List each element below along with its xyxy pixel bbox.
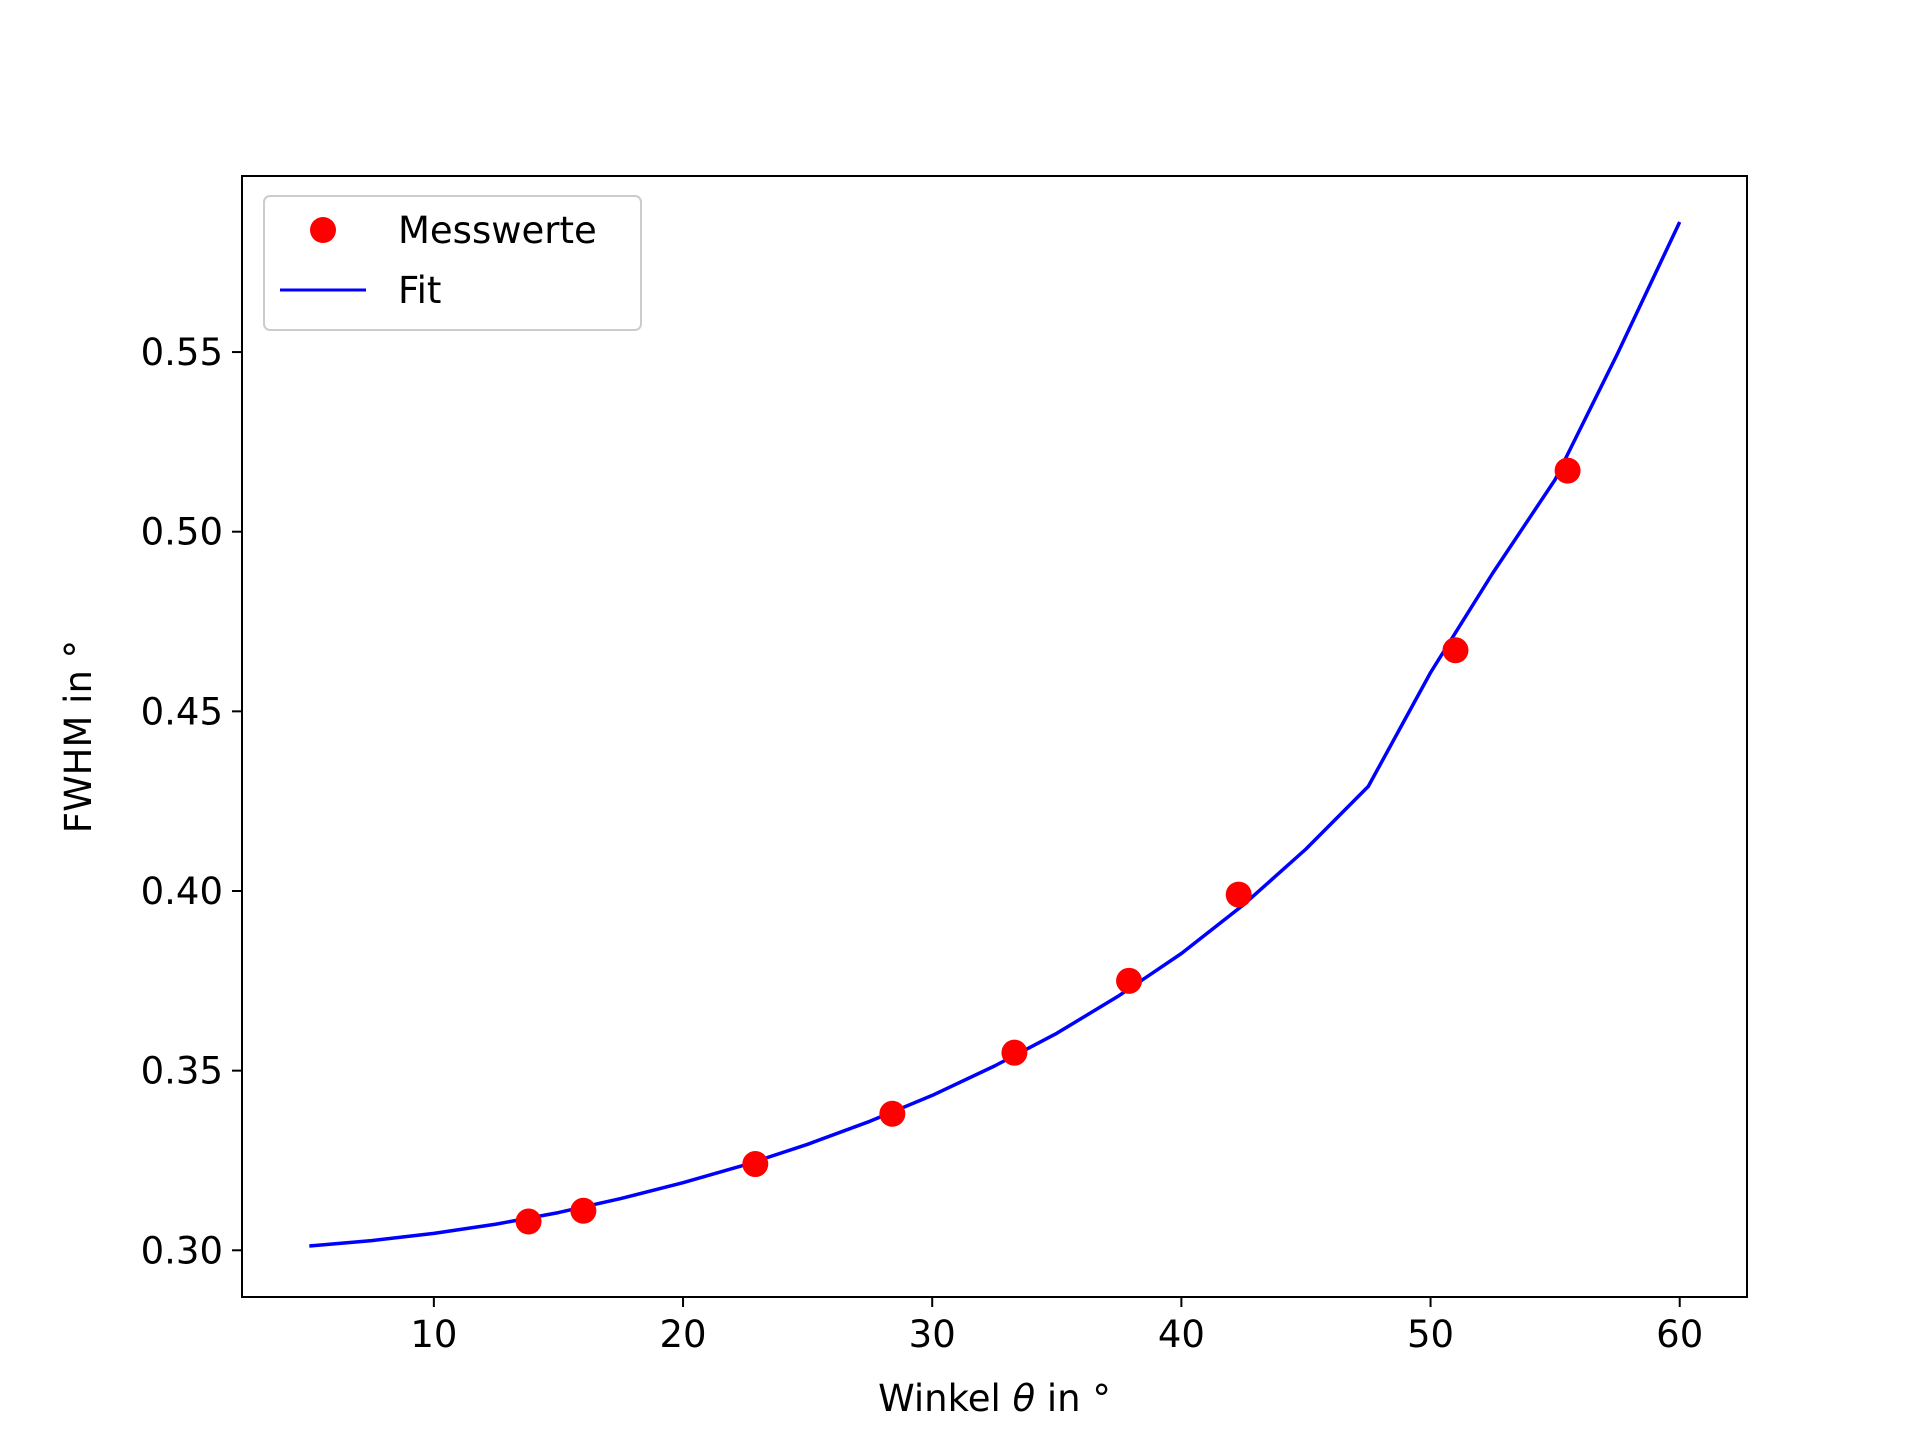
- y-tick-label: 0.50: [141, 511, 223, 554]
- points-layer: [515, 457, 1581, 1235]
- legend-label-fit: Fit: [398, 269, 441, 312]
- x-tick-label: 20: [659, 1313, 706, 1356]
- data-point: [515, 1208, 542, 1235]
- data-point: [1442, 637, 1469, 664]
- plot-frame: [241, 175, 1748, 1298]
- x-tick-label: 30: [909, 1313, 956, 1356]
- data-point: [570, 1197, 597, 1224]
- y-tick-label: 0.45: [141, 690, 223, 733]
- x-axis-label-prefix: Winkel: [878, 1377, 1012, 1420]
- x-axis-label: Winkel θ in °: [878, 1377, 1111, 1420]
- legend-box: [263, 195, 642, 331]
- x-tick-label: 10: [410, 1313, 457, 1356]
- data-point: [1554, 457, 1581, 484]
- x-tick-label: 50: [1407, 1313, 1454, 1356]
- data-point: [1116, 967, 1143, 994]
- data-point: [1001, 1039, 1028, 1066]
- x-axis-ticks: 10 20 30 40 50 60: [410, 1297, 1703, 1356]
- data-point: [1225, 881, 1252, 908]
- x-tick-label: 40: [1158, 1313, 1205, 1356]
- y-axis-label: FWHM in °: [57, 640, 100, 833]
- y-tick-label: 0.40: [141, 870, 223, 913]
- y-tick-label: 0.55: [141, 331, 223, 374]
- legend-marker-messwerte: [310, 217, 336, 243]
- y-tick-label: 0.35: [141, 1050, 223, 1093]
- x-tick-label: 60: [1656, 1313, 1703, 1356]
- x-axis-label-suffix: in °: [1035, 1377, 1111, 1420]
- data-point: [742, 1151, 769, 1178]
- y-tick-label: 0.30: [141, 1229, 223, 1272]
- legend: Messwerte Fit: [263, 195, 642, 331]
- data-point: [879, 1100, 906, 1127]
- y-axis-ticks: 0.30 0.35 0.40 0.45 0.50 0.55: [141, 331, 242, 1272]
- x-axis-label-symbol: θ: [1013, 1377, 1036, 1420]
- legend-label-messwerte: Messwerte: [398, 209, 597, 252]
